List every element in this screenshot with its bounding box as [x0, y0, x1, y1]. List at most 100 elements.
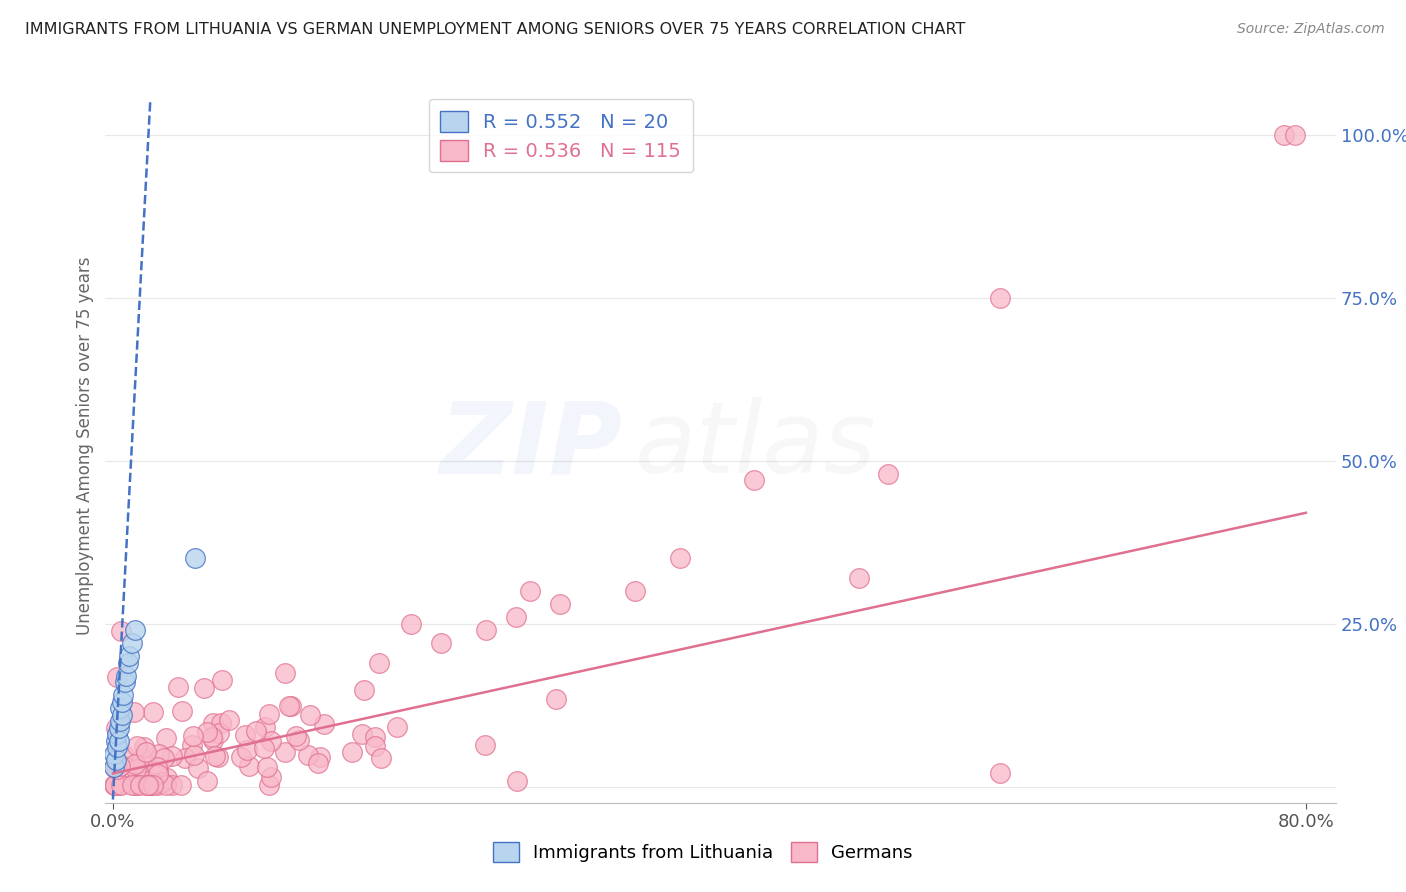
Point	[124, 623, 146, 637]
Point	[350, 726, 373, 740]
Point	[399, 616, 422, 631]
Point	[340, 745, 363, 759]
Point	[132, 758, 155, 772]
Point	[121, 778, 143, 792]
Point	[114, 675, 136, 690]
Point	[370, 751, 392, 765]
Point	[136, 778, 159, 792]
Point	[877, 467, 900, 481]
Point	[195, 774, 218, 789]
Legend: R = 0.552   N = 20, R = 0.536   N = 115: R = 0.552 N = 20, R = 0.536 N = 115	[429, 99, 693, 172]
Point	[284, 729, 307, 743]
Point	[430, 636, 453, 650]
Point	[135, 745, 157, 759]
Point	[134, 739, 156, 754]
Point	[103, 747, 125, 761]
Point	[142, 705, 165, 719]
Point	[218, 713, 240, 727]
Point	[181, 730, 204, 744]
Point	[139, 778, 162, 792]
Point	[236, 743, 259, 757]
Y-axis label: Unemployment Among Seniors over 75 years: Unemployment Among Seniors over 75 years	[76, 257, 94, 635]
Point	[152, 751, 174, 765]
Point	[134, 774, 156, 789]
Point	[112, 747, 135, 762]
Point	[259, 770, 281, 784]
Point	[110, 778, 132, 792]
Point	[207, 750, 229, 764]
Point	[146, 760, 169, 774]
Point	[155, 778, 177, 792]
Point	[155, 731, 177, 745]
Point	[108, 721, 131, 735]
Point	[148, 778, 170, 792]
Point	[183, 747, 205, 762]
Point	[1272, 128, 1295, 142]
Point	[110, 714, 132, 729]
Point	[142, 776, 165, 790]
Point	[167, 681, 190, 695]
Text: Source: ZipAtlas.com: Source: ZipAtlas.com	[1237, 22, 1385, 37]
Point	[131, 751, 153, 765]
Point	[254, 720, 277, 734]
Point	[128, 778, 150, 792]
Point	[309, 750, 332, 764]
Point	[231, 750, 253, 764]
Point	[211, 673, 233, 687]
Point	[259, 707, 281, 722]
Point	[111, 695, 134, 709]
Point	[307, 756, 329, 770]
Point	[201, 730, 224, 744]
Point	[111, 707, 134, 722]
Point	[125, 762, 148, 776]
Point	[207, 726, 229, 740]
Point	[170, 704, 193, 718]
Point	[173, 751, 195, 765]
Point	[193, 681, 215, 695]
Point	[108, 759, 131, 773]
Point	[187, 761, 209, 775]
Point	[122, 706, 145, 720]
Point	[201, 732, 224, 747]
Point	[107, 778, 129, 792]
Point	[668, 551, 690, 566]
Point	[353, 683, 375, 698]
Point	[124, 756, 146, 771]
Point	[195, 725, 218, 739]
Point	[287, 733, 309, 747]
Point	[364, 739, 387, 753]
Point	[367, 656, 389, 670]
Point	[112, 688, 135, 702]
Point	[233, 728, 256, 742]
Point	[131, 762, 153, 776]
Point	[150, 775, 173, 789]
Point	[110, 624, 132, 639]
Point	[519, 584, 541, 599]
Point	[105, 740, 128, 755]
Point	[103, 778, 125, 792]
Point	[238, 758, 260, 772]
Point	[256, 759, 278, 773]
Point	[124, 778, 146, 792]
Point	[110, 701, 132, 715]
Point	[138, 778, 160, 792]
Point	[274, 745, 297, 759]
Point	[160, 778, 183, 792]
Point	[170, 778, 193, 792]
Point	[136, 778, 159, 792]
Point	[105, 670, 128, 684]
Point	[548, 597, 571, 611]
Point	[148, 747, 170, 761]
Point	[115, 669, 138, 683]
Point	[988, 766, 1011, 780]
Point	[624, 584, 647, 599]
Point	[146, 764, 169, 779]
Point	[117, 656, 139, 670]
Text: ZIP: ZIP	[439, 398, 621, 494]
Point	[136, 778, 159, 792]
Point	[114, 760, 136, 774]
Point	[253, 741, 276, 756]
Point	[121, 636, 143, 650]
Text: atlas: atlas	[634, 398, 876, 494]
Point	[104, 778, 127, 792]
